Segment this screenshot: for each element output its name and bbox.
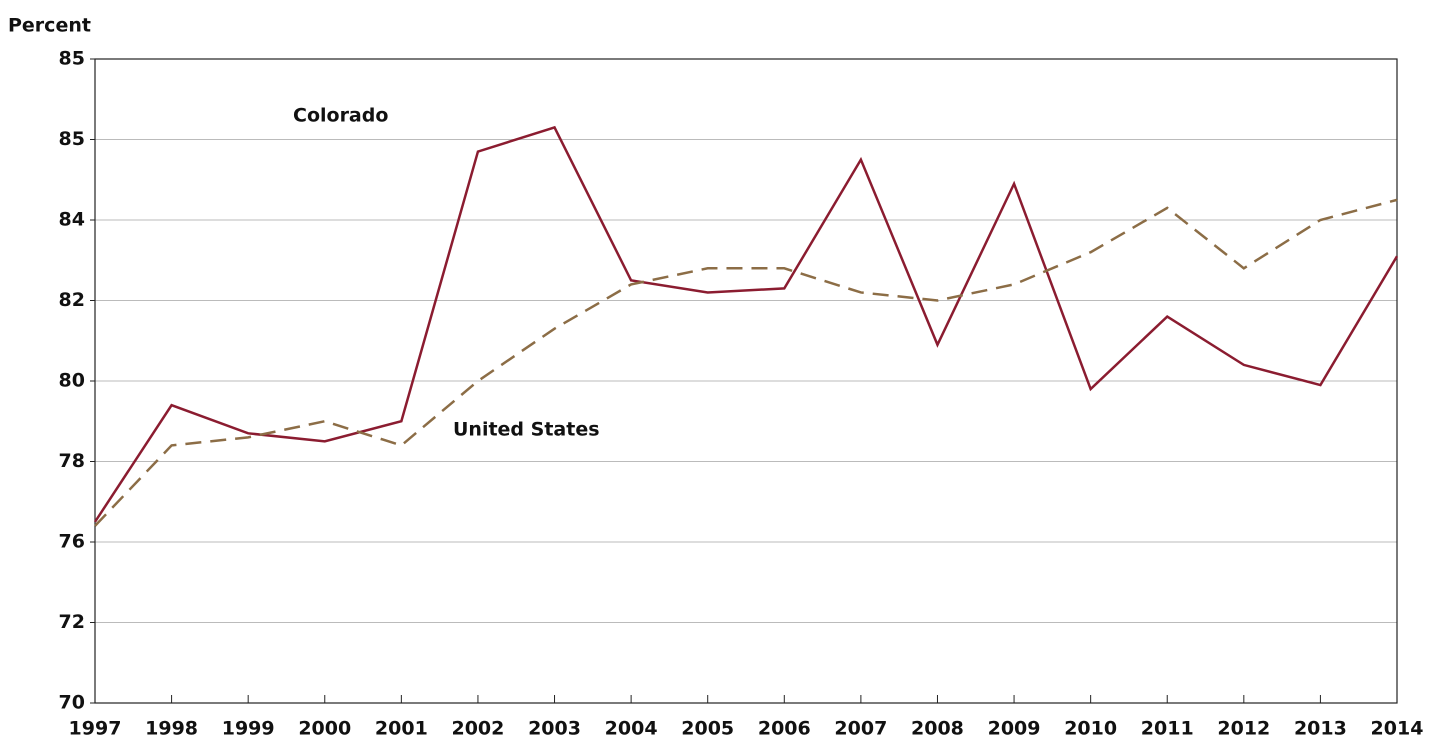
plot-frame <box>94 58 1398 704</box>
x-tick-label: 2009 <box>988 718 1041 740</box>
x-tick-label: 2000 <box>298 718 351 740</box>
x-tick-label: 2012 <box>1217 718 1270 740</box>
x-tick-label: 2007 <box>834 718 887 740</box>
x-tick-label: 1999 <box>222 718 275 740</box>
x-tick-label: 2011 <box>1141 718 1194 740</box>
y-tick-label: 85 <box>59 48 85 70</box>
x-tick-label: 2002 <box>451 718 504 740</box>
y-tick-label: 70 <box>59 692 85 714</box>
x-tick-label: 2013 <box>1294 718 1347 740</box>
x-tick-label: 2001 <box>375 718 428 740</box>
x-tick-label: 2006 <box>758 718 811 740</box>
series-label: United States <box>453 419 600 441</box>
x-tick-label: 2003 <box>528 718 581 740</box>
x-tick-label: 1997 <box>69 718 122 740</box>
series-line <box>94 198 1398 527</box>
series-label: Colorado <box>293 105 388 127</box>
x-tick-label: 1998 <box>145 718 198 740</box>
y-tick-label: 82 <box>59 289 85 311</box>
x-tick-label: 2014 <box>1371 718 1424 740</box>
y-tick-label: 80 <box>59 370 85 392</box>
y-tick-label: 84 <box>59 209 85 231</box>
x-tick-label: 2004 <box>605 718 658 740</box>
x-tick-label: 2005 <box>681 718 734 740</box>
y-axis-title: Percent <box>8 15 91 37</box>
y-tick-label: 78 <box>59 450 85 472</box>
x-tick-label: 2008 <box>911 718 964 740</box>
y-tick-label: 76 <box>59 531 85 553</box>
series-line <box>93 125 1399 523</box>
x-tick-label: 2010 <box>1064 718 1117 740</box>
y-tick-label: 85 <box>59 128 85 150</box>
y-tick-label: 72 <box>59 611 85 633</box>
